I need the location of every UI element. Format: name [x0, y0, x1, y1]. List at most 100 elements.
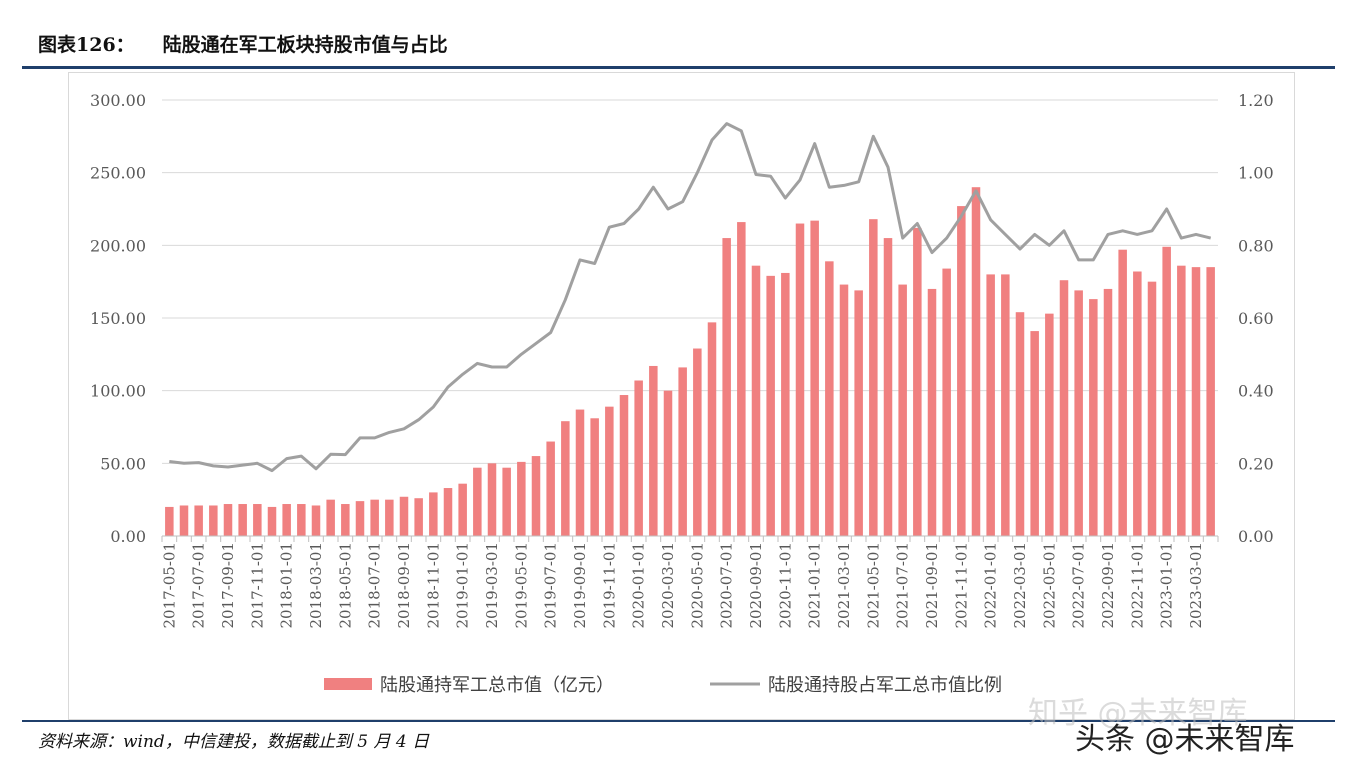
bar: [1118, 249, 1127, 536]
bar: [737, 222, 746, 536]
x-tick-label: 2021-01-01: [806, 542, 824, 628]
bar: [898, 284, 907, 536]
bar: [986, 274, 995, 536]
axes: 0.00 50.00 100.00 150.00 200.00 250.00 300.00 0…: [90, 91, 1274, 628]
x-tick-label: 2018-09-01: [395, 542, 413, 628]
x-tick-label: 2023-01-01: [1158, 542, 1176, 628]
ratio-line: [169, 122, 1212, 473]
bar: [810, 220, 819, 537]
x-tick-label: 2019-11-01: [600, 542, 618, 628]
y-right-tick-label: 0.40: [1238, 382, 1274, 401]
bar: [1030, 331, 1039, 536]
bar: [165, 506, 174, 536]
bar: [194, 505, 203, 536]
x-tick-label: 2021-11-01: [952, 542, 970, 628]
x-tick-label: 2021-05-01: [864, 542, 882, 628]
x-tick-label: 2022-07-01: [1070, 542, 1088, 628]
x-tick-label: 2019-03-01: [483, 542, 501, 628]
legend-line-label: 陆股通持股占军工总市值比例: [768, 675, 1002, 696]
top-rule: [22, 66, 1335, 69]
bar: [502, 467, 511, 536]
bar: [605, 406, 614, 536]
bar: [619, 395, 629, 536]
bar: [1206, 267, 1215, 536]
bar: [869, 219, 878, 536]
y-right-tick-label: 0.00: [1238, 527, 1274, 546]
x-tick-label: 2020-09-01: [747, 542, 765, 628]
zhihu-watermark: 知乎 @未来智库: [1028, 696, 1248, 731]
figure-title: 陆股通在军工板块持股市值与占比: [162, 34, 448, 56]
bar: [634, 380, 643, 536]
bar: [751, 265, 761, 536]
bar: [1133, 271, 1142, 536]
bar: [1074, 290, 1083, 536]
bar: [326, 499, 335, 536]
bar: [311, 505, 321, 536]
bar: [1089, 299, 1098, 536]
x-tick-label: 2020-11-01: [776, 542, 794, 628]
x-tick-label: 2022-11-01: [1128, 542, 1146, 628]
x-tick-label: 2019-05-01: [512, 542, 530, 628]
x-tick-label: 2018-05-01: [336, 542, 354, 628]
y-left-tick-label: 250.00: [90, 164, 146, 183]
bar: [693, 348, 702, 536]
bar: [971, 187, 981, 536]
bar: [766, 275, 775, 536]
y-left-tick-label: 150.00: [90, 309, 146, 328]
x-tick-label: 2019-09-01: [571, 542, 589, 628]
bar: [531, 456, 541, 536]
bar: [678, 367, 687, 536]
chart-title: 图表126： 陆股通在军工板块持股市值与占比: [38, 30, 448, 57]
x-tick-label: 2021-07-01: [894, 542, 912, 628]
x-tick-label: 2018-03-01: [307, 542, 325, 628]
y-left-tick-label: 300.00: [90, 91, 146, 110]
x-tick-label: 2017-11-01: [248, 542, 266, 628]
y-right-tick-label: 1.20: [1238, 91, 1274, 110]
bar: [1191, 267, 1201, 536]
bar: [825, 261, 834, 536]
x-tick-label: 2020-01-01: [630, 542, 648, 628]
bar: [942, 268, 951, 536]
x-tick-label: 2018-07-01: [366, 542, 384, 628]
legend-bar-label: 陆股通持军工总市值（亿元）: [380, 675, 614, 696]
bar: [282, 504, 291, 536]
y-right-tick-label: 0.20: [1238, 454, 1274, 473]
bar: [473, 467, 482, 536]
x-tick-label: 2017-07-01: [190, 542, 208, 628]
bar: [707, 322, 717, 536]
bar: [1103, 288, 1113, 536]
bar: [1162, 246, 1171, 536]
x-tick-label: 2018-11-01: [424, 542, 442, 628]
bar: [1059, 280, 1069, 536]
bar-series: [165, 187, 1215, 537]
y-right-tick-label: 1.00: [1238, 164, 1274, 183]
x-tick-label: 2022-01-01: [982, 542, 1000, 628]
bar: [1001, 274, 1010, 536]
bar: [238, 504, 247, 536]
x-tick-label: 2020-03-01: [659, 542, 677, 628]
bar: [399, 496, 409, 536]
bar: [561, 421, 570, 536]
bottom-rule: [22, 720, 1335, 722]
x-tick-label: 2018-01-01: [278, 542, 296, 628]
figure-number: 图表126：: [38, 34, 135, 56]
bar: [546, 441, 555, 536]
gridlines: [162, 99, 1218, 464]
y-left-tick-label: 0.00: [110, 527, 146, 546]
x-tick-label: 2021-09-01: [923, 542, 941, 628]
x-tick-label: 2023-03-01: [1187, 542, 1205, 628]
y-left-tick-label: 50.00: [100, 454, 146, 473]
bar: [341, 504, 350, 536]
y-right-tick-label: 0.80: [1238, 236, 1274, 255]
bar: [267, 506, 277, 536]
bar: [458, 483, 467, 536]
bar: [487, 463, 497, 536]
bar: [957, 206, 966, 537]
bar: [722, 238, 731, 537]
x-tick-label: 2017-05-01: [160, 542, 178, 628]
bar: [575, 409, 585, 536]
bar: [1147, 281, 1157, 536]
bar: [443, 488, 453, 536]
bar: [297, 504, 306, 536]
x-tick-label: 2019-01-01: [454, 542, 472, 628]
